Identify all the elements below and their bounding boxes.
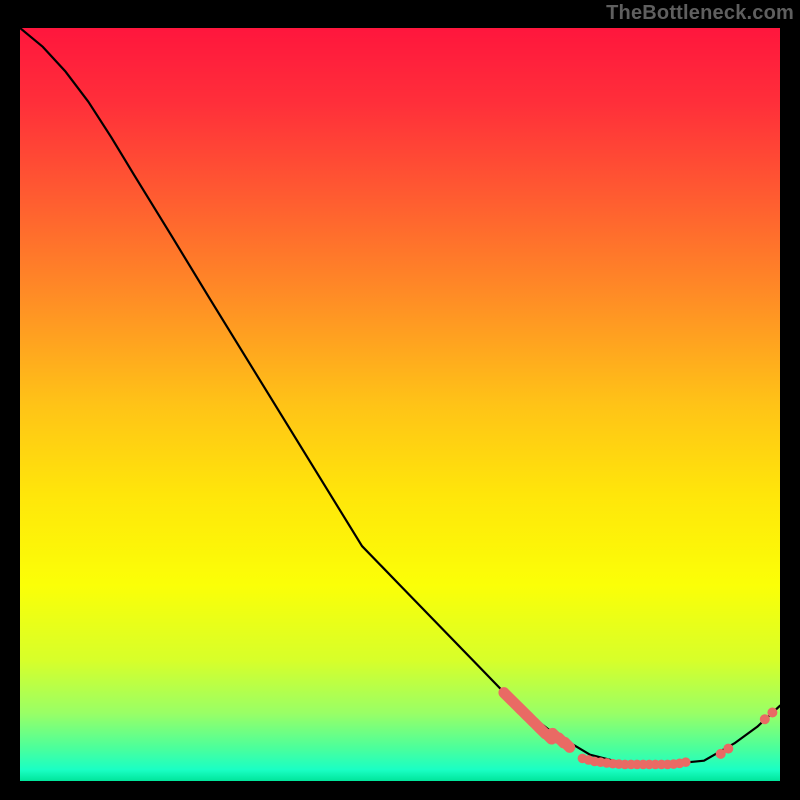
marker-group-descent (504, 693, 570, 748)
data-marker (681, 757, 691, 767)
data-marker (760, 714, 770, 724)
data-marker (767, 707, 777, 717)
watermark-text: TheBottleneck.com (606, 2, 794, 25)
chart-overlay-svg (20, 28, 780, 781)
plot-area (20, 28, 780, 781)
data-marker (723, 744, 733, 754)
data-marker (565, 742, 570, 747)
bottleneck-curve (20, 28, 780, 764)
figure-canvas: TheBottleneck.com (0, 0, 800, 800)
